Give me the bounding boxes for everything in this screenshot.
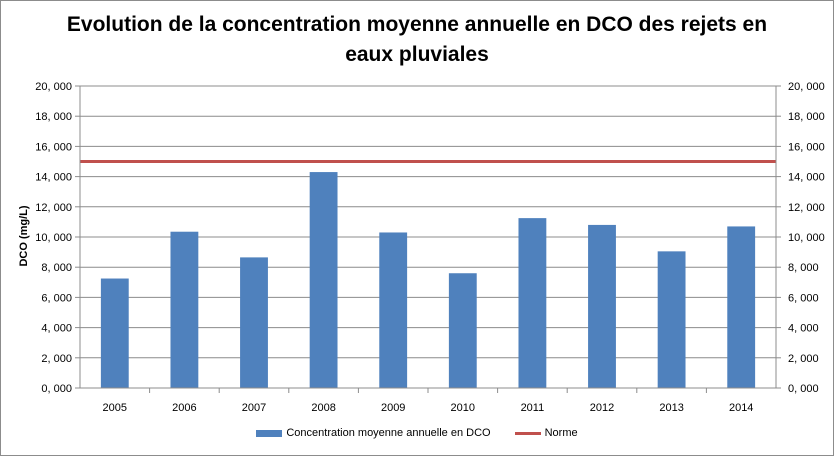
x-tick-label: 2008 bbox=[311, 402, 335, 414]
y-tick-label-left: 8, 000 bbox=[41, 262, 72, 274]
bar bbox=[727, 226, 756, 388]
y-tick-label-left: 6, 000 bbox=[41, 292, 72, 304]
y-tick-label-right: 10, 000 bbox=[788, 232, 825, 244]
legend-label-bars: Concentration moyenne annuelle en DCO bbox=[286, 427, 491, 439]
y-tick-label-right: 2, 000 bbox=[788, 353, 819, 365]
legend-item-bars: Concentration moyenne annuelle en DCO bbox=[256, 427, 491, 439]
x-tick-label: 2009 bbox=[381, 402, 405, 414]
x-tick-label: 2007 bbox=[242, 402, 266, 414]
axes bbox=[75, 85, 781, 393]
y-tick-label-right: 0, 000 bbox=[788, 383, 819, 395]
y-tick-label-right: 18, 000 bbox=[788, 111, 825, 123]
bar bbox=[379, 232, 408, 388]
bar bbox=[518, 218, 547, 388]
legend: Concentration moyenne annuelle en DCO No… bbox=[0, 427, 834, 439]
legend-swatch-norm bbox=[514, 431, 541, 435]
bar bbox=[240, 257, 268, 388]
bar bbox=[448, 273, 477, 388]
y-tick-label-left: 0, 000 bbox=[41, 383, 72, 395]
y-tick-label-right: 16, 000 bbox=[788, 141, 825, 153]
y-tick-label-right: 4, 000 bbox=[788, 323, 819, 335]
legend-label-norm: Norme bbox=[544, 427, 578, 439]
x-tick-label: 2010 bbox=[451, 402, 475, 414]
y-tick-label-right: 6, 000 bbox=[788, 292, 819, 304]
y-tick-label-left: 4, 000 bbox=[41, 323, 72, 335]
y-tick-label-right: 12, 000 bbox=[788, 202, 825, 214]
chart-title: Evolution de la concentration moyenne an… bbox=[0, 10, 834, 70]
y-axis-left-ticks: 0, 000 2, 000 4, 000 6, 000 8, 000 10, 000 12,… bbox=[35, 81, 72, 395]
y-tick-label-left: 10, 000 bbox=[35, 232, 72, 244]
x-tick-label: 2014 bbox=[729, 402, 753, 414]
x-tick-label: 2012 bbox=[590, 402, 614, 414]
x-tick-label: 2013 bbox=[659, 402, 683, 414]
chart-title-line-2: eaux pluviales bbox=[345, 43, 489, 66]
x-tick-label: 2006 bbox=[172, 402, 196, 414]
x-tick-label: 2011 bbox=[521, 402, 545, 414]
y-tick-label-right: 14, 000 bbox=[788, 172, 825, 184]
y-tick-label-right: 8, 000 bbox=[788, 262, 819, 274]
bar bbox=[100, 278, 129, 388]
bar bbox=[588, 224, 616, 388]
y-tick-label-left: 14, 000 bbox=[35, 172, 72, 184]
bar bbox=[657, 251, 686, 388]
legend-swatch-bars bbox=[256, 429, 283, 437]
legend-item-norm: Norme bbox=[514, 427, 578, 439]
bars bbox=[100, 172, 756, 388]
y-tick-label-left: 20, 000 bbox=[35, 81, 72, 93]
bar bbox=[309, 172, 338, 388]
y-tick-label-left: 2, 000 bbox=[41, 353, 72, 365]
y-tick-label-left: 12, 000 bbox=[35, 202, 72, 214]
y-axis-right-ticks: 0, 000 2, 000 4, 000 6, 000 8, 000 10, 000 12,… bbox=[788, 81, 825, 395]
y-tick-label-right: 20, 000 bbox=[788, 81, 825, 93]
y-tick-label-left: 18, 000 bbox=[35, 111, 72, 123]
x-tick-label: 2005 bbox=[103, 402, 127, 414]
y-axis-label: DCO (mg/L) bbox=[18, 205, 30, 266]
bar bbox=[170, 231, 199, 388]
y-tick-label-left: 16, 000 bbox=[35, 141, 72, 153]
x-axis-ticks: 2005 2006 2007 2008 2009 2010 2011 2012 2013 2014 bbox=[103, 402, 754, 414]
chart-title-line-1: Evolution de la concentration moyenne an… bbox=[66, 13, 768, 36]
